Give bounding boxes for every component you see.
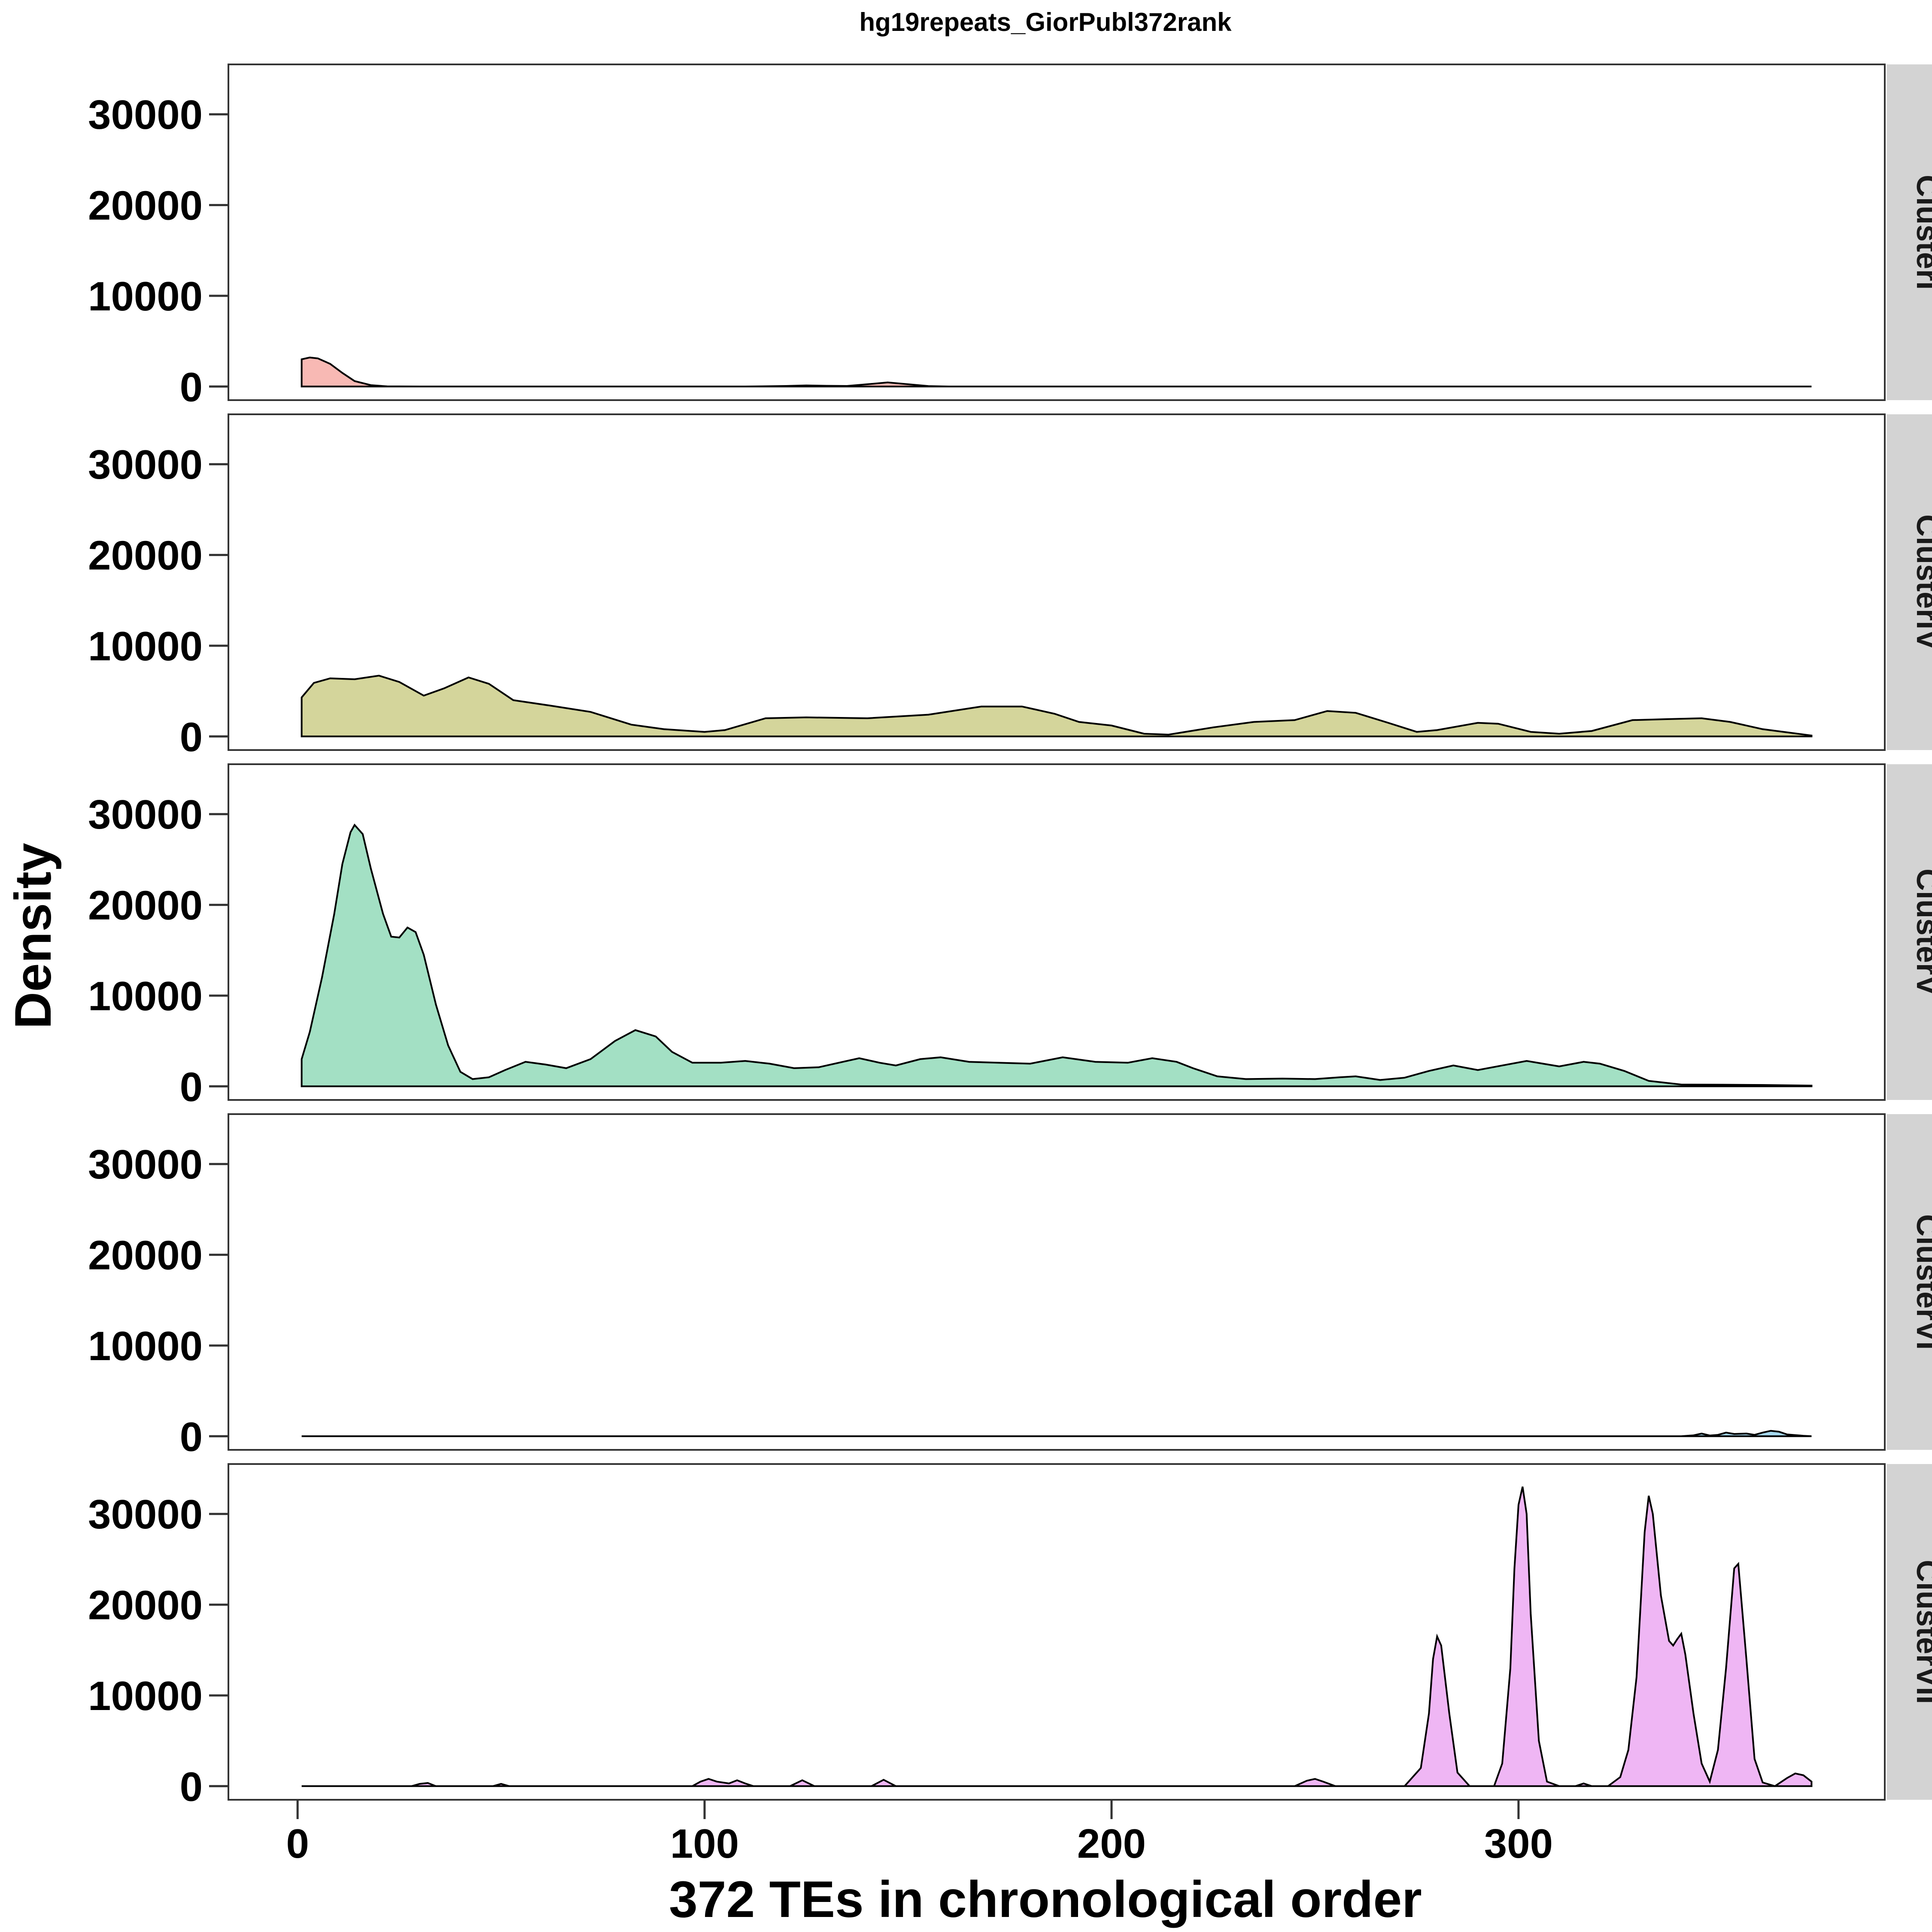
- facet-panels: ClusterI 0 10000 20000 30000 ClusterIV 0 10000 2…: [88, 64, 1932, 1810]
- y-tick-label: 10000: [88, 623, 203, 669]
- panel-border: [228, 64, 1886, 401]
- strip-label: ClusterV: [1910, 869, 1932, 996]
- y-tick-label: 30000: [88, 92, 203, 138]
- strip-background: [1887, 1114, 1932, 1450]
- y-tick-label: 0: [180, 1414, 203, 1460]
- strip-label: ClusterVII: [1910, 1560, 1932, 1704]
- y-tick-label: 20000: [88, 1233, 203, 1279]
- strip-background: [1887, 1464, 1932, 1800]
- x-tick-label: 100: [670, 1821, 739, 1867]
- x-tick-label: 0: [286, 1821, 309, 1867]
- y-tick-label: 10000: [88, 973, 203, 1019]
- panel-clustervi: ClusterVI 0 10000 20000 30000: [88, 1113, 1932, 1460]
- strip-label: ClusterVI: [1910, 1214, 1932, 1350]
- x-axis: 0 100 200 300: [286, 1800, 1553, 1867]
- panel-clusteriv: ClusterIV 0 10000 20000 30000: [88, 413, 1932, 760]
- y-tick-label: 0: [180, 364, 203, 410]
- panel-border: [228, 1463, 1886, 1801]
- density-area-clusteriv: [301, 674, 1813, 738]
- density-area-clusterv: [301, 823, 1813, 1088]
- y-axis-title: Density: [4, 843, 62, 1029]
- y-tick-label: 0: [180, 714, 203, 760]
- panel-border: [228, 1113, 1886, 1451]
- x-tick-label: 200: [1077, 1821, 1146, 1867]
- panel-border: [228, 413, 1886, 751]
- y-tick-label: 10000: [88, 1673, 203, 1719]
- y-tick-label: 10000: [88, 1323, 203, 1369]
- panel-border: [228, 763, 1886, 1101]
- y-tick-label: 30000: [88, 442, 203, 488]
- density-area-clustervii: [301, 1486, 1813, 1787]
- strip-background: [1887, 764, 1932, 1100]
- y-tick-label: 20000: [88, 533, 203, 579]
- strip-background: [1887, 414, 1932, 750]
- y-tick-label: 20000: [88, 1583, 203, 1628]
- y-tick-label: 30000: [88, 792, 203, 838]
- panel-clusteri: ClusterI 0 10000 20000 30000: [88, 64, 1932, 410]
- y-tick-label: 20000: [88, 883, 203, 929]
- panel-clusterv: ClusterV 0 10000 20000 30000: [88, 763, 1932, 1110]
- density-area-clustervi: [301, 1430, 1812, 1437]
- chart-title: hg19repeats_GiorPubl372rank: [859, 8, 1232, 36]
- x-tick-label: 300: [1484, 1821, 1553, 1867]
- y-tick-label: 0: [180, 1064, 203, 1110]
- strip-label: ClusterIV: [1910, 514, 1932, 650]
- y-tick-label: 20000: [88, 183, 203, 229]
- density-area-clusteri: [301, 356, 1812, 388]
- strip-background: [1887, 64, 1932, 400]
- strip-label: ClusterI: [1910, 175, 1932, 290]
- y-tick-label: 30000: [88, 1492, 203, 1537]
- x-axis-title: 372 TEs in chronological order: [669, 1871, 1422, 1928]
- y-tick-label: 10000: [88, 273, 203, 319]
- panel-clustervii: ClusterVII 0 10000 20000 30000: [88, 1463, 1932, 1810]
- y-tick-label: 0: [180, 1764, 203, 1810]
- y-tick-label: 30000: [88, 1142, 203, 1188]
